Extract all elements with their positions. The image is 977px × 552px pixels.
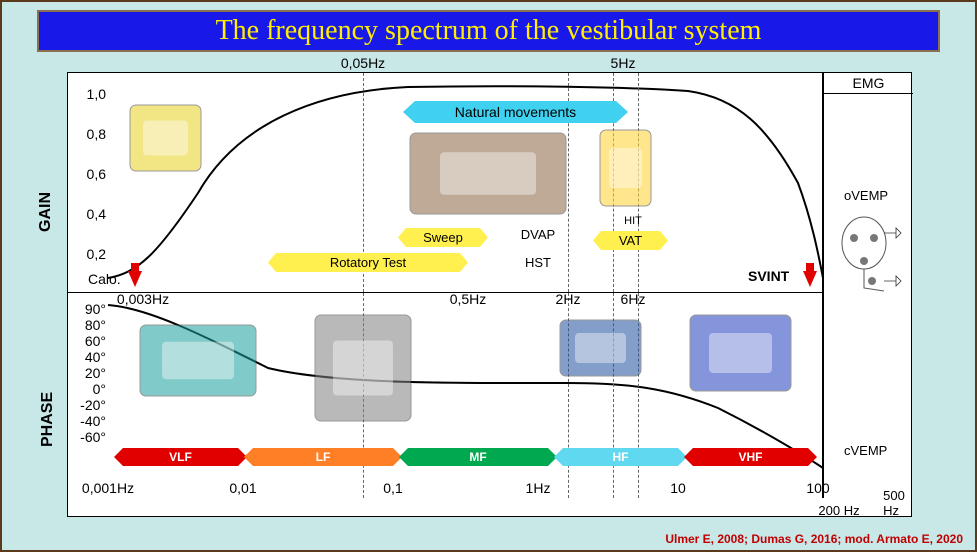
caloric-device [138,323,258,398]
phase-mid-tick: 6Hz [621,291,646,307]
gain-ytick: 0,8 [76,126,106,142]
caloric-device [138,323,258,398]
page-title: The frequency spectrum of the vestibular… [216,15,762,47]
phase-ytick: -40° [76,413,106,429]
phase-ytick: 0° [76,381,106,397]
gain-top-tick: 5Hz [611,55,636,71]
x-tick: 0,1 [383,480,402,496]
freq-band-hf: HF [563,448,678,466]
eye-photo [408,131,568,216]
svint-label: SVINT [748,268,789,284]
head-model [598,128,653,208]
svint-arrow-icon [803,271,817,287]
gain-ytick: 0,4 [76,206,106,222]
emg-xtick: 200 Hz [818,503,859,518]
head-model [598,128,653,208]
gain-ytick: 1,0 [76,86,106,102]
ovemp-label: oVEMP [844,188,888,203]
test-tag-hst: HST [513,253,563,272]
phase-mid-tick: 0,5Hz [450,291,487,307]
freq-band-mf: MF [408,448,548,466]
vibrator-device [688,313,793,393]
phase-mid-tick: 0,003Hz [117,291,169,307]
phase-ytick: -20° [76,397,106,413]
calo-label: Calo. [88,271,121,287]
phase-ytick: 40° [76,349,106,365]
gain-top-tick: 0,05Hz [341,55,385,71]
test-tag-rotatory-test: Rotatory Test [268,253,468,272]
title-bar: The frequency spectrum of the vestibular… [37,10,940,52]
test-tag-hit: HIT [613,213,653,229]
freq-band-vhf: VHF [693,448,808,466]
chart-area: Natural movements 0,05Hz5Hz 1,00,80,60,4… [67,72,912,517]
calo-arrow-icon [128,271,142,287]
rotatory-chair [313,313,413,423]
goggles-device [558,318,643,378]
phase-ytick: 80° [76,317,106,333]
test-tag-vat: VAT [593,231,668,250]
freq-band-lf: LF [253,448,393,466]
cvemp-label: cVEMP [844,443,887,458]
phase-ytick: 90° [76,301,106,317]
x-tick: 10 [670,480,686,496]
camera-icon [128,103,203,173]
x-tick: 1Hz [526,480,551,496]
emg-panel: EMG oVEMP cVEMP 200 Hz500 Hz [823,73,913,498]
citation: Ulmer E, 2008; Dumas G, 2016; mod. Armat… [665,532,963,546]
gain-panel: Natural movements 0,05Hz5Hz 1,00,80,60,4… [68,73,823,293]
natural-movements-tag: Natural movements [403,101,628,123]
x-tick: 0,01 [229,480,256,496]
freq-band-vlf: VLF [123,448,238,466]
gain-ytick: 0,6 [76,166,106,182]
rotatory-chair [313,313,413,423]
head-diagram-icon [834,213,904,293]
phase-panel: 90°80°60°40°20°0°-20°-40°-60° 0,003Hz 0,5… [68,293,823,498]
phase-ytick: -60° [76,429,106,445]
phase-axis-label: PHASE [39,357,57,447]
phase-ytick: 60° [76,333,106,349]
eye-photo [408,131,568,216]
emg-xtick: 500 Hz [883,488,905,518]
emg-title: EMG [824,73,913,94]
gain-axis-label: GAIN [37,152,55,232]
vibrator-device [688,313,793,393]
camera-icon [128,103,203,173]
phase-ytick: 20° [76,365,106,381]
phase-mid-tick: 2Hz [556,291,581,307]
gain-ytick: 0,2 [76,246,106,262]
x-tick: 0,001Hz [82,480,134,496]
test-tag-dvap: DVAP [508,225,568,244]
goggles-device [558,318,643,378]
test-tag-sweep: Sweep [398,228,488,247]
